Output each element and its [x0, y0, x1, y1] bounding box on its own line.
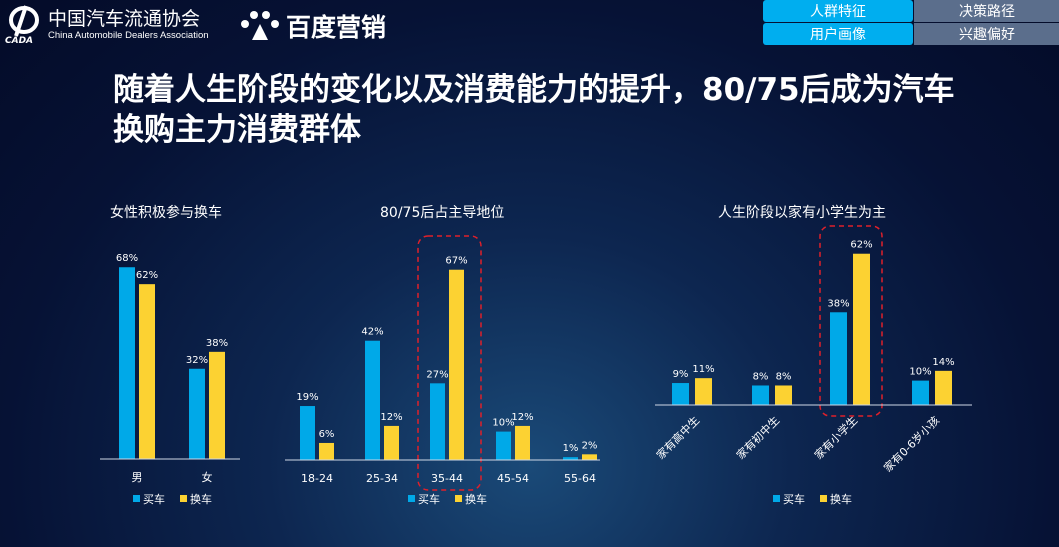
- bar-replace: [775, 385, 792, 405]
- svg-text:CADA: CADA: [5, 36, 33, 44]
- legend-swatch-0: [408, 495, 415, 502]
- data-label: 27%: [426, 369, 448, 380]
- top-nav: 人群特征 决策路径 用户画像 兴趣偏好: [763, 0, 1059, 45]
- data-label: 2%: [582, 440, 598, 451]
- bar-replace: [582, 454, 597, 460]
- legend-label: 买车: [143, 492, 165, 506]
- bar-replace: [319, 442, 334, 460]
- bar-buy: [119, 267, 135, 459]
- data-label: 6%: [319, 429, 335, 440]
- category-label: 35-44: [431, 472, 463, 485]
- page-title: 随着人生阶段的变化以及消费能力的提升，80/75后成为汽车换购主力消费群体: [113, 72, 955, 148]
- legend-swatch-1: [455, 495, 462, 502]
- category-label: 45-54: [497, 472, 529, 485]
- bar-replace: [449, 269, 464, 460]
- data-label: 12%: [511, 412, 533, 423]
- bar-buy: [300, 406, 315, 460]
- data-label: 11%: [692, 364, 714, 375]
- data-label: 62%: [850, 240, 872, 251]
- data-label: 42%: [361, 327, 383, 338]
- bar-replace: [935, 370, 952, 405]
- legend-label: 换车: [830, 492, 852, 506]
- category-label: 家有高中生: [653, 413, 702, 462]
- category-label: 家有0-6岁小孩: [881, 413, 942, 474]
- chart-0: 68% 62% 男 32% 38% 女买车 换车: [100, 253, 240, 506]
- legend-label: 换车: [465, 492, 487, 506]
- legend-swatch-1: [820, 495, 827, 502]
- nav-tab-crowd-features[interactable]: 人群特征: [763, 0, 913, 22]
- category-label: 55-64: [564, 472, 596, 485]
- data-label: 8%: [753, 371, 769, 382]
- legend-label: 买车: [783, 492, 805, 506]
- data-label: 12%: [380, 412, 402, 423]
- data-label: 10%: [492, 418, 514, 429]
- data-label: 10%: [909, 367, 931, 378]
- org-name-cn: 中国汽车流通协会: [48, 7, 201, 30]
- highlight-box: [819, 225, 883, 417]
- bar-buy: [830, 312, 847, 405]
- legend-label: 买车: [418, 492, 440, 506]
- data-label: 62%: [136, 270, 158, 281]
- bar-buy: [672, 383, 689, 405]
- category-label: 家有初中生: [733, 413, 782, 462]
- legend-swatch-0: [773, 495, 780, 502]
- category-label: 女: [202, 470, 213, 484]
- legend-label: 换车: [190, 492, 212, 506]
- category-label: 男: [132, 471, 143, 484]
- nav-tab-user-profile[interactable]: 用户画像: [763, 23, 913, 45]
- nav-tab-interests[interactable]: 兴趣偏好: [914, 23, 1059, 45]
- chart-title-life-stage: 人生阶段以家有小学生为主: [718, 205, 886, 221]
- bar-buy: [563, 457, 578, 460]
- bar-replace: [695, 378, 712, 405]
- legend-swatch-0: [133, 495, 140, 502]
- chart-2: 9% 11% 家有高中生 8% 8% 家有初中生 38% 62% 家有小学生 10%14% 家有0-…: [653, 225, 972, 506]
- bar-buy: [189, 368, 205, 459]
- bar-buy: [752, 385, 769, 405]
- data-label: 19%: [296, 392, 318, 403]
- bar-replace: [853, 253, 870, 405]
- bar-replace: [139, 284, 155, 459]
- data-label: 38%: [206, 338, 228, 349]
- data-label: 8%: [776, 371, 792, 382]
- bar-buy: [912, 380, 929, 405]
- category-label: 18-24: [301, 472, 333, 485]
- cada-logo-mark: CADA: [4, 4, 42, 44]
- bar-replace: [209, 351, 225, 459]
- data-label: 32%: [186, 355, 208, 366]
- category-label: 家有小学生: [811, 413, 860, 462]
- bar-buy: [496, 431, 511, 460]
- data-label: 68%: [116, 253, 138, 264]
- data-label: 14%: [932, 357, 954, 368]
- chart-title-gender: 女性积极参与换车: [110, 205, 222, 221]
- chart-title-age: 80/75后占主导地位: [380, 205, 505, 221]
- partner-name: 百度营销: [286, 13, 387, 42]
- category-label: 25-34: [366, 472, 398, 485]
- bar-buy: [365, 340, 380, 460]
- data-label: 38%: [827, 298, 849, 309]
- chart-1: 19%6%18-2442%12%25-3427%67%35-4410%12%45…: [285, 235, 600, 506]
- bar-replace: [515, 425, 530, 460]
- bar-replace: [384, 425, 399, 460]
- legend-swatch-1: [180, 495, 187, 502]
- data-label: 1%: [563, 443, 579, 454]
- data-label: 67%: [445, 256, 467, 267]
- cada-logo: CADA 中国汽车流通协会 China Automobile Dealers A…: [4, 4, 209, 44]
- org-name-en: China Automobile Dealers Association: [48, 29, 209, 41]
- baidu-paw-icon: [241, 11, 279, 40]
- data-label: 9%: [673, 369, 689, 380]
- bar-buy: [430, 383, 445, 460]
- highlight-box: [417, 235, 482, 491]
- nav-tab-decision-path[interactable]: 决策路径: [914, 0, 1059, 22]
- baidu-logo: 百度营销: [240, 8, 386, 44]
